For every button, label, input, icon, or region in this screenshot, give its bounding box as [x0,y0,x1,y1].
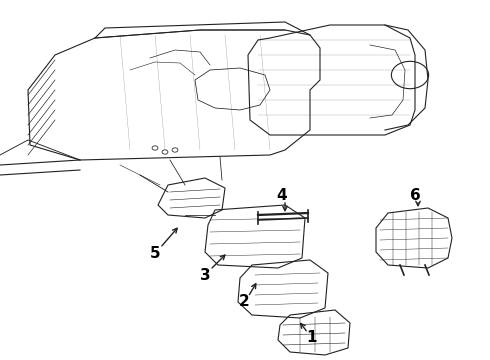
Text: 4: 4 [277,188,287,202]
Text: 3: 3 [200,267,210,283]
Text: 6: 6 [410,188,420,202]
Text: 5: 5 [149,246,160,261]
Text: 2: 2 [239,294,249,310]
Text: 1: 1 [307,330,317,346]
